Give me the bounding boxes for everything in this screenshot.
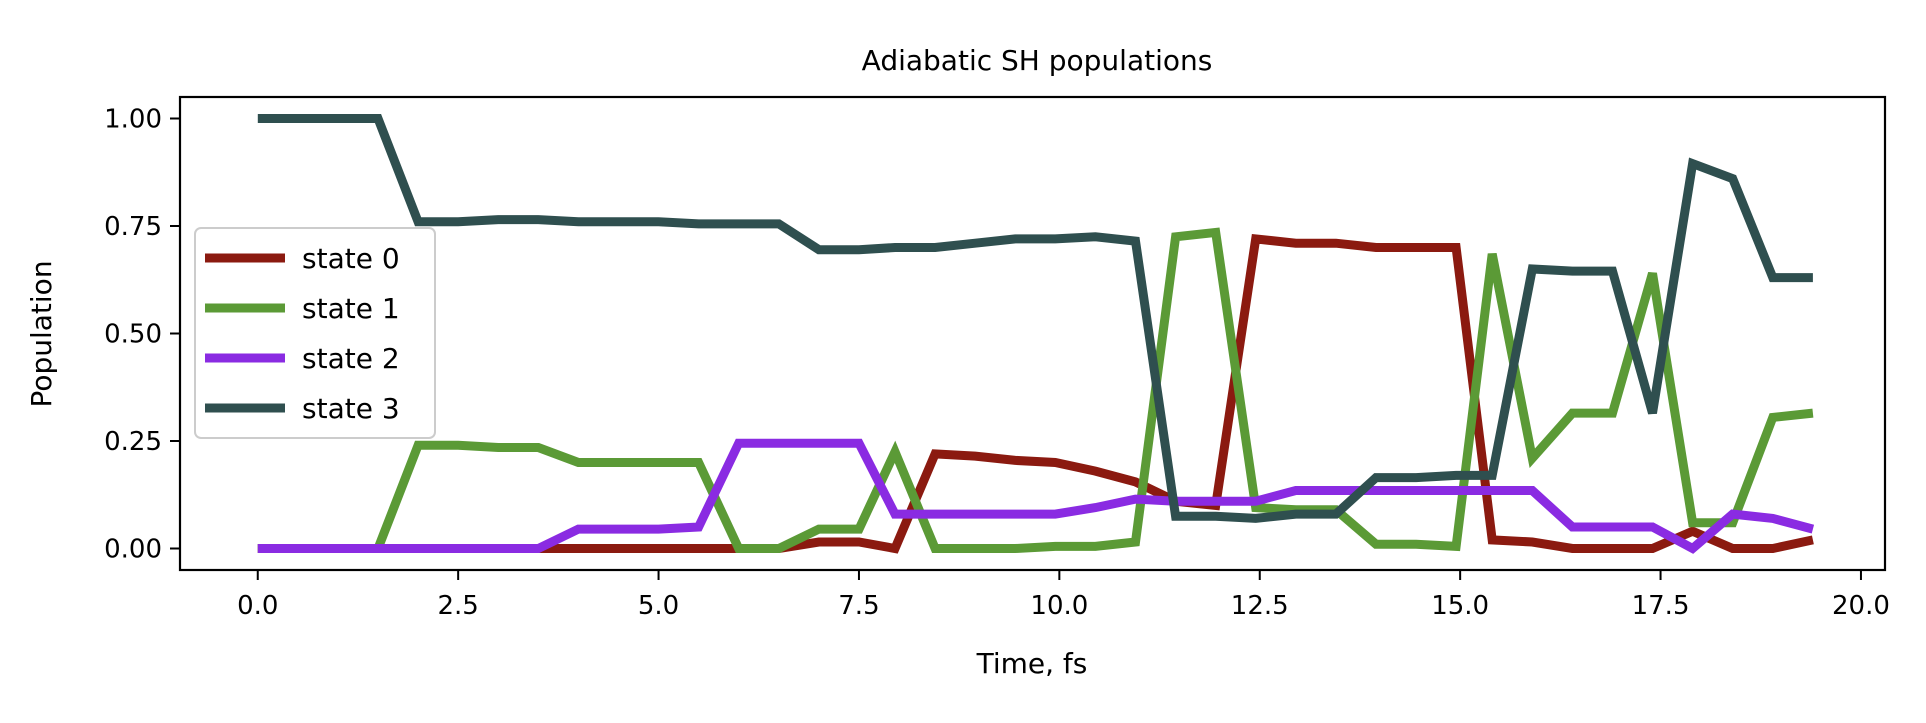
legend-box <box>194 227 436 439</box>
x-tick-label: 10.0 <box>1030 591 1088 621</box>
x-tick-label: 5.0 <box>638 591 679 621</box>
legend-label-2: state 2 <box>302 342 400 375</box>
y-tick-label: 0.25 <box>104 427 162 457</box>
y-axis-label: Population <box>25 260 58 407</box>
x-tick-label: 0.0 <box>237 591 278 621</box>
chart-title: Adiabatic SH populations <box>862 44 1213 77</box>
legend: state 0 state 1 state 2 state 3 <box>194 227 436 439</box>
legend-label-0: state 0 <box>302 242 400 275</box>
y-tick-label: 0.50 <box>104 320 162 350</box>
x-axis-label: Time, fs <box>976 647 1088 680</box>
series-line-1 <box>257 227 1814 553</box>
series-line-0 <box>257 233 1814 554</box>
x-tick-label: 15.0 <box>1431 591 1489 621</box>
legend-label-1: state 1 <box>302 292 400 325</box>
series-line-2 <box>257 438 1815 554</box>
x-tick-label: 20.0 <box>1832 591 1890 621</box>
x-tick-label: 7.5 <box>838 591 879 621</box>
y-tick-label: 1.00 <box>104 105 162 135</box>
x-tick-label: 17.5 <box>1632 591 1690 621</box>
x-axis: 0.0 2.5 5.0 7.5 10.0 12.5 15.0 17.5 20.0 <box>237 570 1890 621</box>
y-axis: 0.00 0.25 0.50 0.75 1.00 <box>104 105 180 565</box>
y-tick-label: 0.75 <box>104 212 162 242</box>
x-tick-label: 2.5 <box>437 591 478 621</box>
y-tick-label: 0.00 <box>104 535 162 565</box>
plot-lines <box>257 114 1815 554</box>
x-tick-label: 12.5 <box>1231 591 1289 621</box>
legend-label-3: state 3 <box>302 392 400 425</box>
series-line-3 <box>257 114 1813 523</box>
